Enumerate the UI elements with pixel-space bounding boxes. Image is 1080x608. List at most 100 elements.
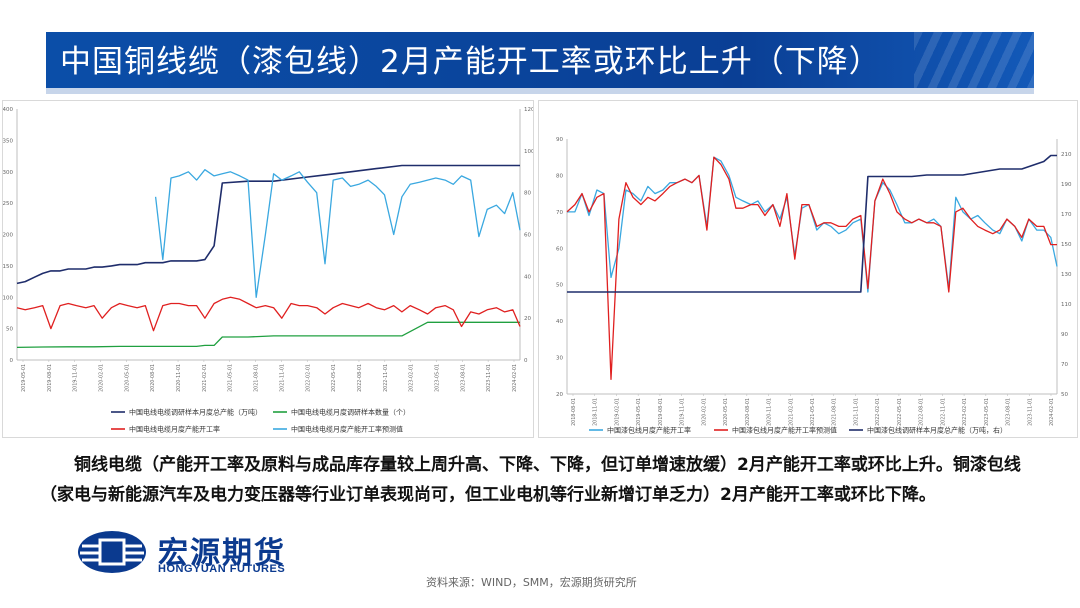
x-tick-label: 2020-05-01: [723, 398, 729, 426]
company-logo: 宏源期货 HONGYUAN FUTURES: [76, 528, 336, 576]
x-tick-label: 2022-11-01: [383, 364, 389, 392]
y-left-tick-label: 60: [556, 246, 563, 252]
y-right-tick-label: 150: [1061, 242, 1072, 248]
x-tick-label: 2022-08-01: [919, 398, 925, 426]
y-left-tick-label: 30: [556, 356, 563, 362]
y-left-tick-label: 300: [3, 170, 13, 176]
y-right-tick-label: 50: [1061, 392, 1068, 398]
y-right-tick-label: 120: [524, 107, 533, 113]
legend-label-0: 中国电线电缆调研样本月度总产能（万吨）: [129, 408, 262, 417]
x-tick-label: 2022-02-01: [305, 364, 311, 392]
x-tick-label: 2023-02-01: [962, 398, 968, 426]
chart-cable-capacity-svg: 0 50 100 150 200 250 300 350 400 0 20 40 60 80 100 120 2…: [3, 107, 533, 434]
legend-label-2: 中国电线电缆月度产能开工率: [129, 425, 220, 434]
y-right-tick-label: 60: [524, 233, 531, 239]
logo-english-name: HONGYUAN FUTURES: [158, 563, 286, 575]
x-tick-label: 2018-11-01: [593, 398, 599, 426]
x-tick-label: 2021-02-01: [202, 364, 208, 392]
x-tick-label: 2023-08-01: [460, 364, 466, 392]
y-left-tick-label: 80: [556, 173, 563, 179]
y-right-tick-label: 80: [524, 191, 531, 197]
x-tick-label: 2020-05-01: [124, 364, 130, 392]
x-tick-label: 2022-02-01: [875, 398, 881, 426]
x-tick-label: 2020-11-01: [767, 398, 773, 426]
x-tick-label: 2022-05-01: [897, 398, 903, 426]
y-left-tick-label: 50: [6, 327, 13, 333]
x-tick-label: 2021-05-01: [810, 398, 816, 426]
x-tick-label: 2020-02-01: [701, 398, 707, 426]
x-tick-label: 2020-08-01: [150, 364, 156, 392]
y-left-tick-label: 200: [3, 233, 13, 239]
x-tick-label: 2019-08-01: [47, 364, 53, 392]
x-tick-label: 2024-02-01: [512, 364, 518, 392]
series-line-1: [16, 321, 520, 349]
x-tick-label: 2021-05-01: [228, 364, 234, 392]
x-tick-label: 2024-02-01: [1049, 398, 1055, 426]
x-tick-label: 2021-08-01: [832, 398, 838, 426]
x-tick-label: 2023-11-01: [1027, 398, 1033, 426]
y-right-tick-label: 190: [1061, 182, 1072, 188]
analysis-paragraph: 铜线电缆（产能开工率及原料与成品库存量较上周升高、下降、下降，但订单增速放缓）2…: [40, 450, 1052, 510]
x-tick-label: 2019-05-01: [21, 364, 27, 392]
x-tick-label: 2019-02-01: [614, 398, 620, 426]
series-line-1: [566, 156, 1057, 381]
title-bar-decoration: [914, 32, 1034, 94]
legend-label-2: 中国漆包线调研样本月度总产能（万吨，右）: [867, 426, 1007, 435]
x-tick-label: 2021-11-01: [279, 364, 285, 392]
x-tick-label: 2020-11-01: [176, 364, 182, 392]
y-right-tick-label: 20: [524, 316, 531, 322]
chart-cable-capacity: 0 50 100 150 200 250 300 350 400 0 20 40 60 80 100 120 2…: [2, 100, 534, 438]
y-right-tick-label: 100: [524, 149, 533, 155]
x-tick-label: 2020-02-01: [99, 364, 105, 392]
x-tick-label: 2021-02-01: [788, 398, 794, 426]
x-tick-label: 2022-08-01: [357, 364, 363, 392]
x-tick-label: 2023-05-01: [984, 398, 990, 426]
y-right-tick-label: 90: [1061, 332, 1068, 338]
x-tick-label: 2021-08-01: [254, 364, 260, 392]
y-right-tick-label: 40: [524, 274, 531, 280]
page-title: 中国铜线缆（漆包线）2月产能开工率或环比上升（下降）: [60, 44, 881, 80]
series-line-0: [567, 156, 1058, 293]
y-left-tick-label: 250: [3, 201, 13, 207]
y-left-tick-label: 0: [10, 358, 14, 364]
legend-label-1: 中国电线电缆月度调研样本数量（个）: [291, 408, 410, 417]
y-left-tick-label: 20: [556, 392, 563, 398]
chart-enameled-wire-capacity: 20 30 40 50 60 70 80 90 50 70 90 110 130 150 170 190 210…: [538, 100, 1078, 438]
x-tick-label: 2019-05-01: [636, 398, 642, 426]
series-line-2: [567, 154, 1057, 293]
x-tick-label: 2019-11-01: [73, 364, 79, 392]
y-right-tick-label: 0: [524, 358, 528, 364]
x-tick-label: 2022-05-01: [331, 364, 337, 392]
y-right-tick-label: 210: [1061, 152, 1072, 158]
x-tick-label: 2022-11-01: [940, 398, 946, 426]
y-left-tick-label: 100: [3, 295, 13, 301]
y-left-tick-label: 90: [556, 137, 563, 143]
logo-mark-icon: [78, 531, 146, 573]
legend-label-0: 中国漆包线月度产能开工率: [607, 426, 691, 435]
x-tick-label: 2019-11-01: [680, 398, 686, 426]
source-note: 资料来源：WIND，SMM，宏源期货研究所: [426, 576, 637, 589]
y-left-tick-label: 50: [556, 283, 563, 289]
series-line-2: [16, 296, 521, 332]
x-tick-label: 2019-08-01: [658, 398, 664, 426]
y-right-tick-label: 70: [1061, 362, 1068, 368]
x-tick-label: 2023-02-01: [409, 364, 415, 392]
y-right-tick-label: 170: [1061, 212, 1072, 218]
x-tick-label: 2020-08-01: [745, 398, 751, 426]
legend-label-3: 中国电线电缆月度产能开工率预测值: [291, 425, 403, 434]
title-bar: 中国铜线缆（漆包线）2月产能开工率或环比上升（下降）: [46, 32, 1034, 94]
x-tick-label: 2023-05-01: [434, 364, 440, 392]
y-left-tick-label: 40: [556, 319, 563, 325]
y-right-tick-label: 130: [1061, 272, 1072, 278]
chart-enameled-wire-capacity-svg: 20 30 40 50 60 70 80 90 50 70 90 110 130 150 170 190 210…: [556, 137, 1072, 435]
x-tick-label: 2023-11-01: [486, 364, 492, 392]
y-left-tick-label: 350: [3, 138, 13, 144]
x-tick-label: 2023-08-01: [1006, 398, 1012, 426]
y-left-tick-label: 150: [3, 264, 13, 270]
y-left-tick-label: 70: [556, 210, 563, 216]
y-right-tick-label: 110: [1061, 302, 1072, 308]
series-line-3: [154, 169, 521, 298]
x-tick-label: 2018-08-01: [571, 398, 577, 426]
x-tick-label: 2021-11-01: [853, 398, 859, 426]
series-line-0: [16, 164, 520, 285]
